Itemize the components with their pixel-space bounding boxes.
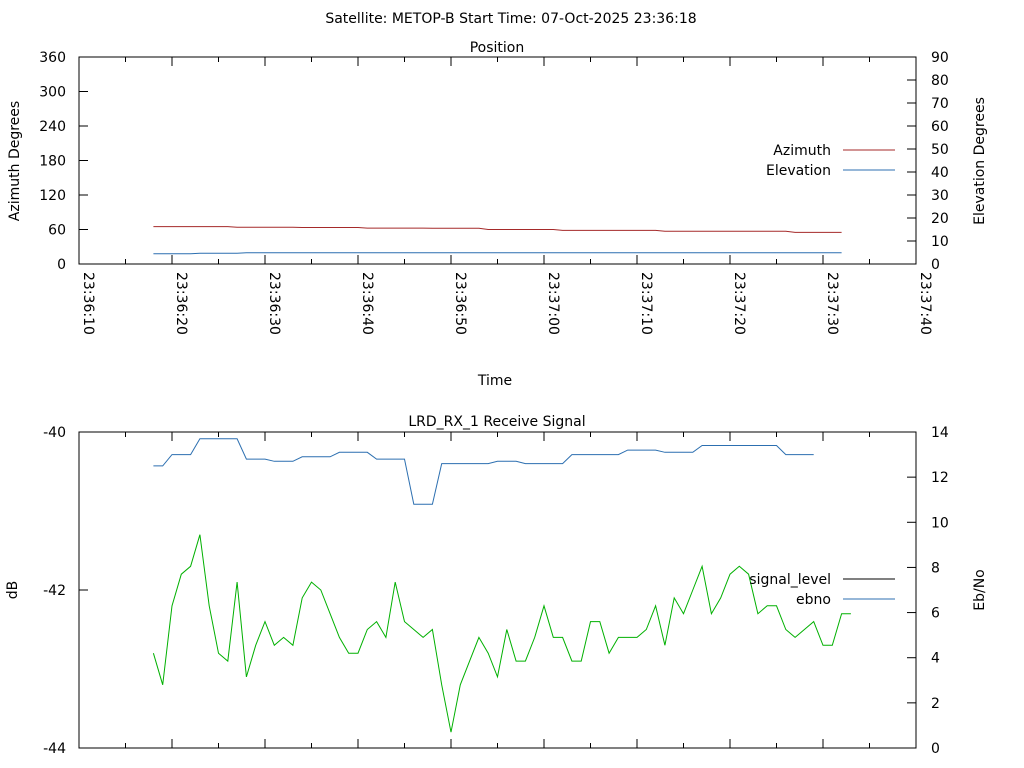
- position-y-tick-label: 240: [39, 119, 66, 135]
- position-axis-ticks: 23:36:10 23:36:20 23:36:30 23:36:40 23:36:50…: [39, 50, 949, 335]
- position-y2-tick-label: 30: [931, 188, 949, 204]
- receive-signal-y-tick-label: -42: [43, 583, 66, 599]
- position-y2-tick-label: 40: [931, 165, 949, 181]
- position-y-tick-label: 60: [48, 223, 66, 239]
- receive-signal-plot-frame: [78, 431, 917, 749]
- receive-signal-y-tick-label: -44: [43, 741, 66, 757]
- position-y2-tick-label: 60: [931, 119, 949, 135]
- position-chart: Position 23:36:10 23:36:20 23:36:30 23:36:4…: [7, 40, 988, 389]
- position-x-tick-label: 23:36:20: [173, 272, 189, 335]
- receive-signal-y2-tick-label: 0: [931, 741, 940, 757]
- position-legend: Azimuth Elevation: [766, 143, 895, 179]
- receive-signal-chart-title: LRD_RX_1 Receive Signal: [408, 414, 585, 430]
- position-y2-tick-label: 20: [931, 211, 949, 227]
- receive-signal-y2-tick-label: 8: [931, 560, 940, 576]
- position-y2-tick-label: 80: [931, 73, 949, 89]
- legend-label-ebno: ebno: [796, 592, 831, 608]
- position-plot-frame: [78, 56, 917, 265]
- position-y2-tick-label: 0: [931, 257, 940, 273]
- figure-title: Satellite: METOP-B Start Time: 07-Oct-20…: [325, 11, 696, 27]
- legend-label-signal-level: signal_level: [749, 572, 831, 588]
- position-x-tick-label: 23:37:20: [731, 272, 747, 335]
- position-chart-title: Position: [470, 40, 525, 56]
- receive-signal-y2-tick-label: 14: [931, 425, 949, 441]
- receive-signal-chart: LRD_RX_1 Receive Signal -44 -42 -40 0 2 4 6 8 10…: [5, 414, 988, 757]
- position-y2-tick-label: 70: [931, 96, 949, 112]
- receive-signal-y-tick-label: -40: [43, 425, 66, 441]
- position-x-tick-label: 23:36:10: [80, 272, 96, 335]
- position-y2-tick-label: 50: [931, 142, 949, 158]
- series-line-signal-level: [152, 534, 851, 733]
- receive-signal-y2-tick-label: 4: [931, 651, 940, 667]
- position-y-tick-label: 120: [39, 188, 66, 204]
- position-y-axis-label: Azimuth Degrees: [7, 101, 23, 221]
- series-line-ebno: [153, 438, 814, 505]
- position-x-tick-label: 23:37:00: [545, 272, 561, 335]
- position-y2-tick-label: 90: [931, 50, 949, 66]
- position-x-tick-label: 23:37:40: [917, 272, 933, 335]
- receive-signal-y2-tick-label: 10: [931, 515, 949, 531]
- receive-signal-y2-axis-label: Eb/No: [972, 569, 988, 611]
- receive-signal-y2-tick-label: 6: [931, 606, 940, 622]
- position-y2-tick-label: 10: [931, 234, 949, 250]
- position-x-tick-label: 23:36:30: [266, 272, 282, 335]
- series-line-elevation: [153, 252, 842, 255]
- position-y-tick-label: 300: [39, 85, 66, 101]
- position-x-tick-label: 23:36:50: [452, 272, 468, 335]
- receive-signal-y2-tick-label: 2: [931, 696, 940, 712]
- legend-label-azimuth: Azimuth: [773, 143, 831, 159]
- receive-signal-axis-ticks: -44 -42 -40 0 2 4 6 8 10 12 14: [43, 425, 949, 757]
- receive-signal-y-axis-label: dB: [5, 581, 21, 600]
- position-x-tick-label: 23:36:40: [359, 272, 375, 335]
- position-x-tick-label: 23:37:30: [824, 272, 840, 335]
- position-series: [153, 226, 842, 255]
- position-y-tick-label: 360: [39, 50, 66, 66]
- legend-label-elevation: Elevation: [766, 163, 831, 179]
- receive-signal-y2-tick-label: 12: [931, 470, 949, 486]
- receive-signal-series: [152, 438, 851, 733]
- position-y-tick-label: 0: [57, 257, 66, 273]
- position-x-axis-label: Time: [477, 373, 512, 389]
- position-x-tick-label: 23:37:10: [638, 272, 654, 335]
- series-line-azimuth: [153, 226, 842, 233]
- position-y-tick-label: 180: [39, 154, 66, 170]
- position-y2-axis-label: Elevation Degrees: [972, 97, 988, 225]
